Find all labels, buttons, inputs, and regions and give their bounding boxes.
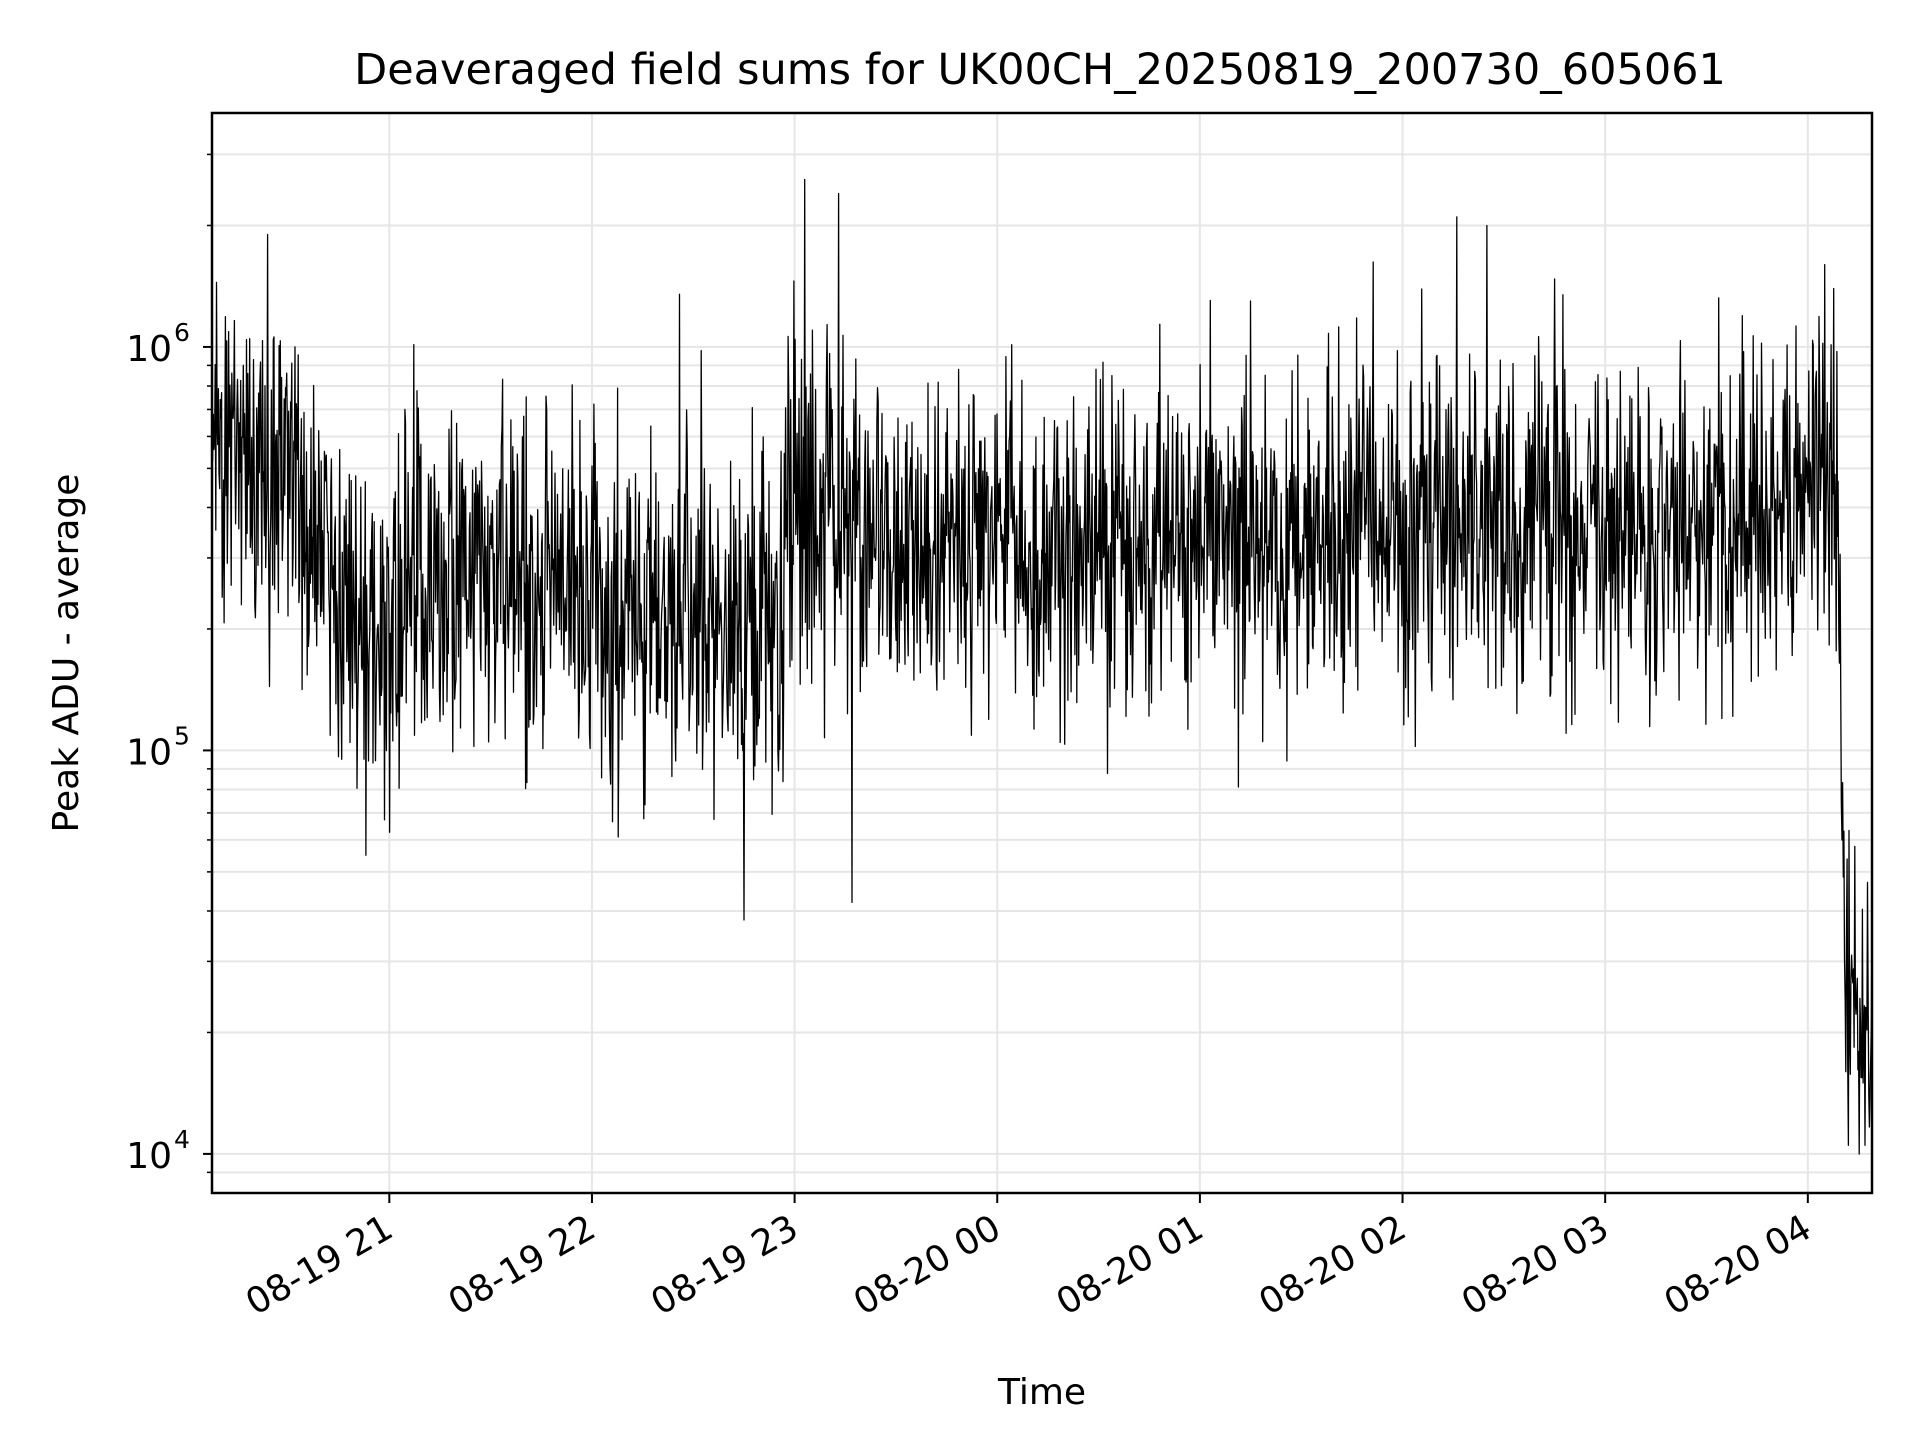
x-tick-label: 08-19 21: [239, 1207, 400, 1323]
x-axis-label: Time: [997, 1372, 1086, 1413]
x-tick-label: 08-20 00: [847, 1207, 1008, 1323]
x-tick-label: 08-19 22: [442, 1207, 603, 1323]
y-tick-label: 10: [126, 1136, 172, 1177]
x-tick-label: 08-20 02: [1252, 1207, 1413, 1323]
chart-title: Deaveraged field sums for UK00CH_2025081…: [354, 45, 1726, 95]
series-line: [211, 178, 1873, 1155]
x-tick-label: 08-20 04: [1658, 1207, 1819, 1323]
x-tick-label: 08-19 23: [644, 1207, 805, 1323]
y-tick-label: 10: [126, 732, 172, 773]
major-gridlines: [212, 113, 1872, 1193]
y-axis-label: Peak ADU - average: [46, 474, 87, 833]
y-tick-exponent: 5: [174, 721, 190, 750]
plot-frame: [210, 111, 1874, 1195]
y-tick-exponent: 6: [174, 318, 190, 347]
x-tick-label: 08-20 03: [1455, 1207, 1616, 1323]
y-tick-label: 10: [126, 329, 172, 370]
series-layer: [211, 178, 1873, 1155]
x-axis-ticks: 08-19 21 08-19 22 08-19 23 08-20 00 08-20 01…: [239, 1193, 1818, 1324]
x-tick-label: 08-20 01: [1050, 1207, 1211, 1323]
y-tick-exponent: 4: [174, 1125, 190, 1154]
